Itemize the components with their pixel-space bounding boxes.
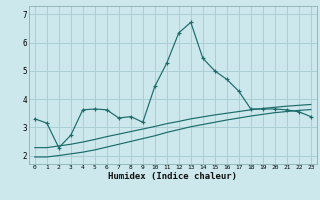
X-axis label: Humidex (Indice chaleur): Humidex (Indice chaleur) <box>108 172 237 181</box>
